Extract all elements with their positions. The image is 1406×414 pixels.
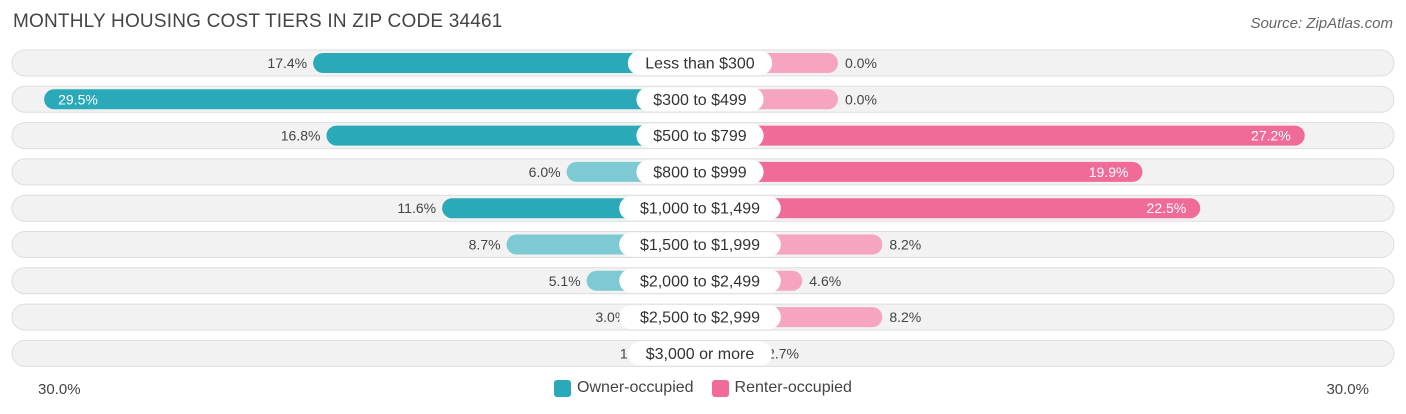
renter-bar (700, 125, 1305, 146)
category-pill (619, 305, 781, 330)
owner-value-label: 5.1% (549, 273, 581, 289)
legend-label-renter: Renter-occupied (734, 379, 852, 396)
category-label: $500 to $799 (653, 128, 747, 145)
category-label: $800 to $999 (653, 164, 747, 181)
category-label: $1,500 to $1,999 (640, 237, 760, 254)
renter-value-label: 19.9% (1089, 164, 1129, 180)
category-pill (636, 87, 764, 112)
renter-value-label: 0.0% (845, 91, 877, 107)
category-pill (619, 196, 781, 221)
owner-bar (326, 125, 700, 146)
chart-title: MONTHLY HOUSING COST TIERS IN ZIP CODE 3… (13, 11, 503, 32)
owner-bar (44, 89, 701, 110)
category-label: $1,000 to $1,499 (640, 201, 760, 218)
owner-value-label: 8.7% (469, 237, 501, 253)
legend-item-renter: Renter-occupied (711, 379, 852, 397)
renter-value-label: 8.2% (889, 309, 921, 325)
owner-bar (313, 53, 700, 73)
owner-value-label: 3.0% (595, 309, 627, 325)
legend-label-owner: Owner-occupied (577, 379, 694, 396)
category-label: $2,000 to $2,499 (640, 273, 760, 290)
category-pill (636, 123, 764, 148)
category-label: $3,000 or more (646, 346, 755, 363)
renter-value-label: 8.2% (889, 237, 921, 253)
owner-value-label: 6.0% (529, 164, 561, 180)
legend-item-owner: Owner-occupied (554, 379, 694, 397)
renter-value-label: 4.6% (809, 273, 841, 289)
renter-bar (700, 198, 1201, 219)
owner-value-label: 11.6% (397, 200, 436, 216)
category-label: $2,500 to $2,999 (640, 310, 760, 327)
legend-swatch-owner (554, 379, 572, 397)
renter-value-label: 2.7% (767, 345, 799, 361)
owner-value-label: 17.4% (267, 55, 307, 71)
renter-value-label: 22.5% (1147, 200, 1187, 216)
renter-value-label: 0.0% (845, 55, 877, 71)
axis-left-label: 30.0% (38, 381, 81, 398)
category-label: $300 to $499 (653, 92, 747, 109)
category-label: Less than $300 (645, 56, 755, 73)
owner-value-label: 16.8% (281, 128, 321, 144)
renter-bar (700, 161, 1143, 182)
legend-swatch-renter (711, 379, 729, 397)
source-label: Source: ZipAtlas.com (1250, 15, 1393, 32)
renter-value-label: 27.2% (1251, 128, 1291, 144)
category-pill (627, 341, 773, 366)
category-pill (619, 268, 781, 293)
category-pill (636, 159, 764, 184)
legend: Owner-occupied Renter-occupied (0, 379, 1406, 397)
owner-value-label: 29.5% (58, 91, 98, 107)
category-pill (619, 232, 781, 257)
axis-right-label: 30.0% (1326, 381, 1369, 398)
category-pill (627, 51, 773, 75)
